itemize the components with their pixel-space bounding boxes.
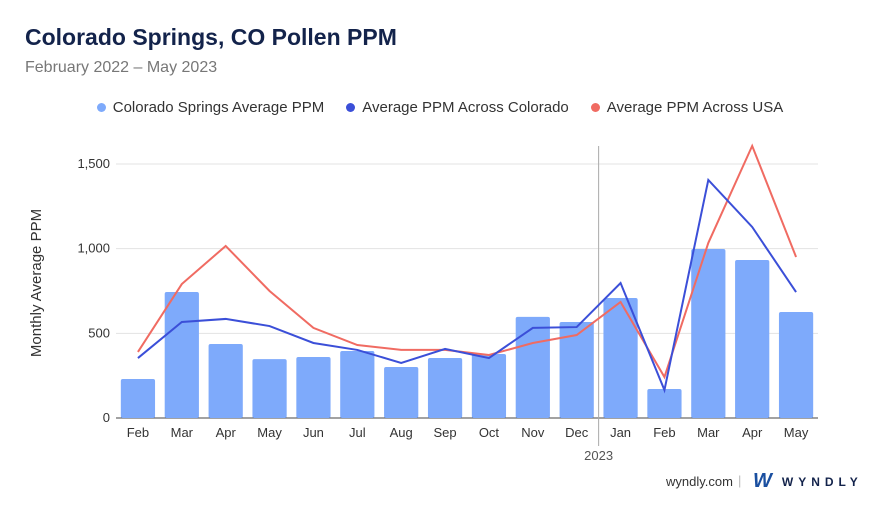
y-tick-label: 1,500 <box>77 156 110 171</box>
legend-label: Colorado Springs Average PPM <box>112 99 325 116</box>
bar <box>340 350 375 418</box>
legend-item: Colorado Springs Average PPM <box>96 99 325 116</box>
x-tick-label: Aug <box>390 425 413 440</box>
legend-label: Average PPM Across USA <box>606 99 784 116</box>
series-line <box>137 177 797 394</box>
x-tick-label: May <box>257 425 282 440</box>
site-link[interactable]: wyndly.com <box>666 474 733 489</box>
legend-dot-icon <box>96 103 106 112</box>
bar <box>559 321 594 418</box>
wyndly-logo: W WYNDLY <box>753 470 863 493</box>
x-tick-label: Oct <box>479 425 500 440</box>
bar <box>735 260 770 418</box>
x-tick-label: Jan <box>610 425 631 440</box>
x-tick-label: Feb <box>127 425 149 440</box>
legend-item: Average PPM Across Colorado <box>346 99 569 116</box>
x-tick-label: Nov <box>521 425 545 440</box>
bar <box>252 359 287 418</box>
y-tick-label: 1,000 <box>77 241 110 256</box>
bar <box>603 297 638 418</box>
x-tick-label: Mar <box>697 425 720 440</box>
bar <box>296 357 331 418</box>
bar <box>208 344 243 418</box>
logo-mark-icon: W <box>753 470 772 492</box>
chart-title: Colorado Springs, CO Pollen PPM <box>25 24 397 50</box>
legend-dot-icon <box>590 103 600 112</box>
bar <box>691 249 726 418</box>
bar <box>120 379 156 418</box>
footer-separator: | <box>738 473 742 488</box>
x-tick-label: Dec <box>565 425 589 440</box>
y-tick-label: 500 <box>88 325 110 340</box>
x-tick-label: May <box>784 425 809 440</box>
x-tick-label: Apr <box>216 425 237 440</box>
legend: Colorado Springs Average PPM Average PPM… <box>0 99 880 116</box>
x-tick-label: Jul <box>349 425 366 440</box>
x-tick-label: Sep <box>433 425 456 440</box>
bar <box>778 311 814 418</box>
logo-text: WYNDLY <box>781 474 863 489</box>
bar <box>471 353 507 418</box>
bar <box>384 367 419 418</box>
bar <box>515 316 550 418</box>
x-tick-label: Mar <box>171 425 194 440</box>
x-tick-label: Feb <box>653 425 675 440</box>
y-axis-label: Monthly Average PPM <box>28 209 45 357</box>
bar <box>164 292 199 418</box>
legend-label: Average PPM Across Colorado <box>362 99 569 116</box>
bar <box>647 389 682 418</box>
bar <box>427 358 463 418</box>
y-tick-label: 0 <box>103 410 110 425</box>
x-tick-label: Jun <box>303 425 324 440</box>
legend-item: Average PPM Across USA <box>590 99 784 116</box>
chart-subtitle: February 2022 – May 2023 <box>25 59 218 76</box>
year-label: 2023 <box>584 448 613 463</box>
x-tick-label: Apr <box>742 425 763 440</box>
legend-dot-icon <box>346 103 356 112</box>
